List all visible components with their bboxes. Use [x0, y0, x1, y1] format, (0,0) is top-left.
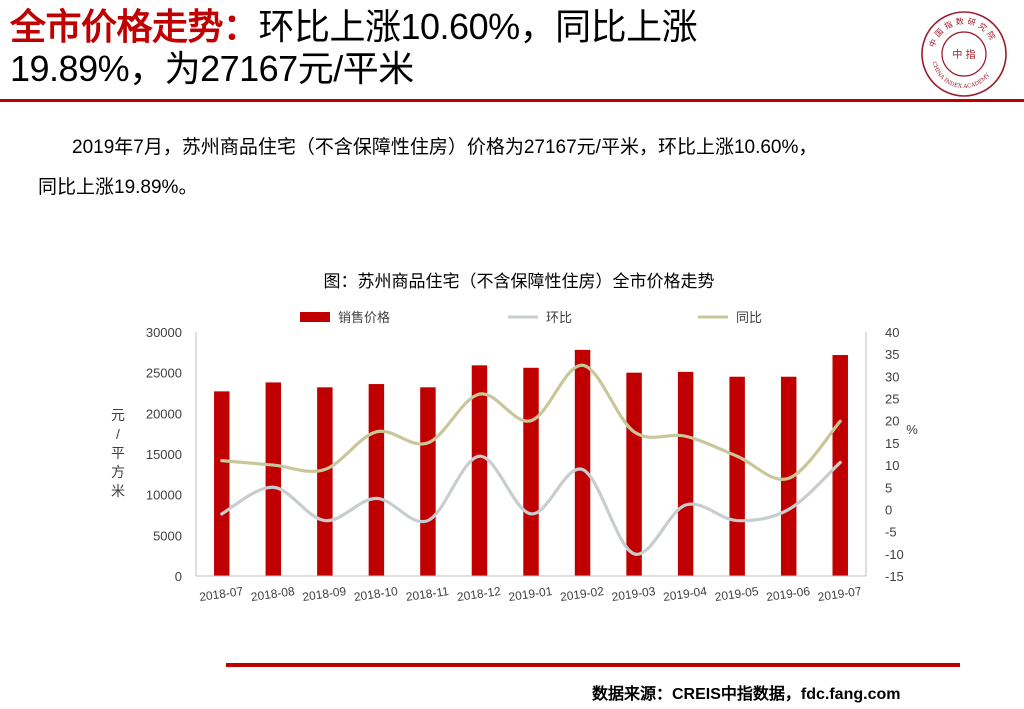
title-divider [0, 99, 1024, 102]
price-bar [677, 371, 694, 576]
logo-outer-ring [921, 11, 1007, 97]
x-axis-tick-label: 2019-04 [662, 584, 708, 604]
left-axis-title-char: 平 [111, 445, 125, 461]
summary-paragraph: 2019年7月，苏州商品住宅（不含保障性住房）价格为27167元/平米，环比上涨… [38, 128, 998, 208]
title-line-2: 19.89%，为27167元/平米 [10, 48, 414, 89]
right-axis-tick-label: -10 [885, 547, 904, 562]
title-rest: 环比上涨10.60%，同比上涨 [258, 6, 698, 47]
left-axis-title-char: 元 [111, 407, 125, 423]
left-axis-tick-label: 25000 [146, 366, 182, 381]
right-axis-tick-label: 20 [885, 414, 899, 429]
left-axis-tick-label: 20000 [146, 406, 182, 421]
price-bar [780, 376, 797, 576]
right-axis-tick-label: 10 [885, 458, 899, 473]
x-axis-tick-label: 2019-06 [765, 584, 811, 604]
china-index-academy-logo: 中国指数研究院 CHINA INDEX ACADEMY 中 指 [921, 11, 1007, 97]
right-axis-tick-label: 25 [885, 392, 899, 407]
left-axis-tick-label: 0 [175, 569, 182, 584]
right-axis-tick-label: 5 [885, 480, 892, 495]
footer-divider [226, 663, 960, 667]
summary-line-2: 同比上涨19.89%。 [38, 177, 198, 198]
price-bar [214, 391, 230, 576]
price-bar [471, 365, 488, 576]
title-accent: 全市价格走势： [10, 6, 259, 47]
x-axis-tick-label: 2018-10 [353, 584, 399, 604]
x-axis-tick-label: 2019-02 [559, 584, 605, 604]
right-axis-tick-label: 40 [885, 325, 899, 340]
logo-center-text: 中 指 [952, 48, 975, 61]
bar-layer [214, 349, 848, 576]
left-axis-tick-label: 5000 [153, 528, 182, 543]
summary-line-1: 2019年7月，苏州商品住宅（不含保障性住房）价格为27167元/平米，环比上涨… [72, 137, 818, 158]
price-bar [265, 382, 282, 576]
x-axis-tick-label: 2019-07 [817, 584, 863, 604]
legend-label: 同比 [736, 310, 762, 325]
left-axis-tick-label: 10000 [146, 488, 182, 503]
price-bar [626, 372, 642, 576]
x-axis-tick-label: 2018-09 [302, 584, 348, 604]
x-axis-tick-label: 2018-12 [456, 584, 502, 604]
right-axis-tick-label: 0 [885, 502, 892, 517]
right-axis-tick-label: 15 [885, 436, 899, 451]
price-bar [832, 355, 848, 576]
left-axis-tick-label: 30000 [146, 325, 182, 340]
legend-label: 环比 [546, 310, 572, 325]
x-axis-tick-label: 2018-07 [198, 584, 244, 604]
chart-title: 图：苏州商品住宅（不含保障性住房）全市价格走势 [324, 272, 715, 291]
data-source-note: 数据来源：CREIS中指数据，fdc.fang.com [592, 686, 901, 703]
price-bar [420, 387, 436, 576]
price-bar [368, 384, 385, 576]
price-bar [574, 349, 591, 576]
legend-label: 销售价格 [338, 310, 390, 325]
x-axis-tick-label: 2019-05 [714, 584, 760, 604]
axis-layer: 30000 25000 20000 15000 10000 5000 0 40 35 30 25 20… [111, 325, 918, 604]
right-axis-tick-label: -15 [885, 569, 904, 584]
price-bar [729, 376, 745, 576]
x-axis-tick-label: 2019-03 [611, 584, 657, 604]
legend-layer: 销售价格 环比 同比 [300, 310, 762, 325]
line-layer [220, 363, 842, 556]
x-axis-tick-label: 2018-11 [405, 584, 450, 604]
yoy-change-line [220, 363, 842, 481]
slide-title: 全市价格走势：环比上涨10.60%，同比上涨 19.89%，为27167元/平米 [10, 6, 900, 90]
left-axis-title-char: 米 [111, 483, 125, 499]
title-line-1: 全市价格走势：环比上涨10.60%，同比上涨 [10, 6, 900, 48]
logo-inner-ring [941, 31, 987, 77]
left-axis-title-char: 方 [111, 464, 125, 480]
price-bar [523, 367, 539, 576]
mom-change-line [220, 454, 842, 556]
right-axis-title: % [906, 422, 918, 437]
left-axis-tick-label: 15000 [146, 447, 182, 462]
x-axis-tick-label: 2018-08 [250, 584, 296, 604]
price-bar [317, 387, 333, 576]
legend-swatch-bar [300, 312, 330, 322]
right-axis-tick-label: 30 [885, 369, 899, 384]
right-axis-tick-label: -5 [885, 525, 897, 540]
left-axis-title-char: / [116, 426, 120, 442]
x-axis-tick-label: 2019-01 [508, 584, 554, 604]
right-axis-tick-label: 35 [885, 347, 899, 362]
